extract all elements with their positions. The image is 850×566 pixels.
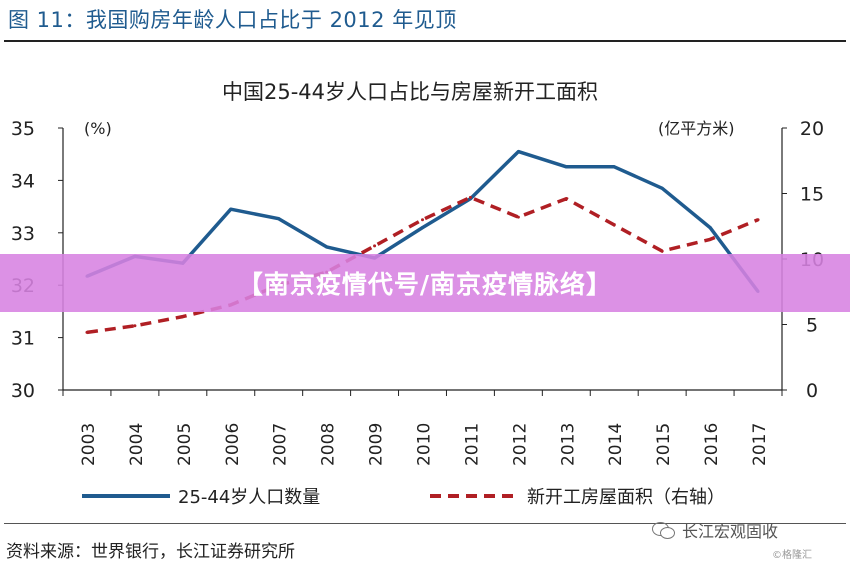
point-construction: [756, 218, 760, 222]
left-axis-unit: (%): [84, 119, 112, 138]
right-tick-label: 15: [800, 184, 824, 206]
point-construction: [133, 324, 137, 328]
x-tick-label: 2015: [654, 423, 674, 466]
point-population: [516, 150, 520, 154]
x-tick-label: 2012: [510, 423, 530, 466]
x-tick-label: 2003: [79, 423, 99, 466]
bottom-divider: [4, 523, 846, 524]
top-divider: [4, 40, 846, 42]
wechat-tag: 长江宏观固收: [652, 518, 778, 542]
right-axis-unit: (亿平方米): [658, 119, 735, 138]
legend-label-population: 25-44岁人口数量: [178, 487, 320, 508]
chart-marks: 3031323334350510152020032004200520062007…: [11, 118, 824, 466]
point-population: [660, 186, 664, 190]
point-population: [229, 207, 233, 211]
x-tick-label: 2010: [415, 423, 435, 466]
x-tick-label: 2014: [606, 423, 626, 466]
point-construction: [660, 249, 664, 253]
series-line-construction: [86, 195, 759, 335]
x-tick-label: 2005: [175, 423, 195, 466]
point-construction: [468, 195, 472, 199]
chart-title: 中国25-44岁人口占比与房屋新开工面积: [222, 80, 598, 104]
point-construction: [708, 237, 712, 241]
right-tick-label: 5: [806, 315, 818, 337]
point-construction: [181, 315, 185, 319]
point-construction: [516, 215, 520, 219]
left-tick-label: 34: [11, 170, 35, 192]
watermark: ©格隆汇: [772, 550, 812, 561]
left-tick-label: 35: [11, 118, 35, 140]
left-tick-label: 33: [11, 223, 35, 245]
x-tick-label: 2013: [558, 423, 578, 466]
x-tick-label: 2009: [367, 423, 387, 466]
point-construction: [564, 197, 568, 201]
x-tick-label: 2006: [223, 423, 243, 466]
left-tick-label: 30: [11, 380, 35, 402]
x-tick-label: 2004: [127, 423, 147, 466]
left-tick-label: 31: [11, 328, 35, 350]
banner-text: 【南京疫情代号/南京疫情脉络】: [237, 270, 613, 299]
point-population: [325, 245, 329, 249]
point-construction: [612, 223, 616, 227]
point-construction: [373, 244, 377, 248]
x-tick-label: 2017: [750, 423, 770, 466]
chart: 中国25-44岁人口占比与房屋新开工面积 (%) (亿平方米) 30313233…: [11, 80, 824, 508]
overlay-banner: 【南京疫情代号/南京疫情脉络】: [0, 254, 850, 312]
point-construction: [85, 330, 89, 334]
point-population: [564, 165, 568, 169]
wechat-label: 长江宏观固收: [682, 522, 779, 541]
right-tick-label: 0: [806, 380, 818, 402]
point-population: [708, 226, 712, 230]
legend: 25-44岁人口数量 新开工房屋面积（右轴）: [82, 487, 725, 508]
point-population: [277, 217, 281, 221]
wechat-icon: [652, 520, 676, 540]
point-construction: [421, 218, 424, 222]
point-population: [421, 226, 424, 230]
right-tick-label: 20: [800, 118, 824, 140]
x-tick-label: 2007: [271, 423, 291, 466]
source-note: 资料来源：世界银行，长江证券研究所: [6, 542, 295, 562]
x-tick-label: 2016: [702, 423, 722, 466]
point-population: [612, 165, 616, 169]
legend-label-construction: 新开工房屋面积（右轴）: [527, 487, 725, 508]
x-tick-label: 2011: [462, 423, 482, 466]
figure-title: 图 11：我国购房年龄人口占比于 2012 年见顶: [8, 8, 457, 32]
x-tick-label: 2008: [319, 423, 339, 466]
